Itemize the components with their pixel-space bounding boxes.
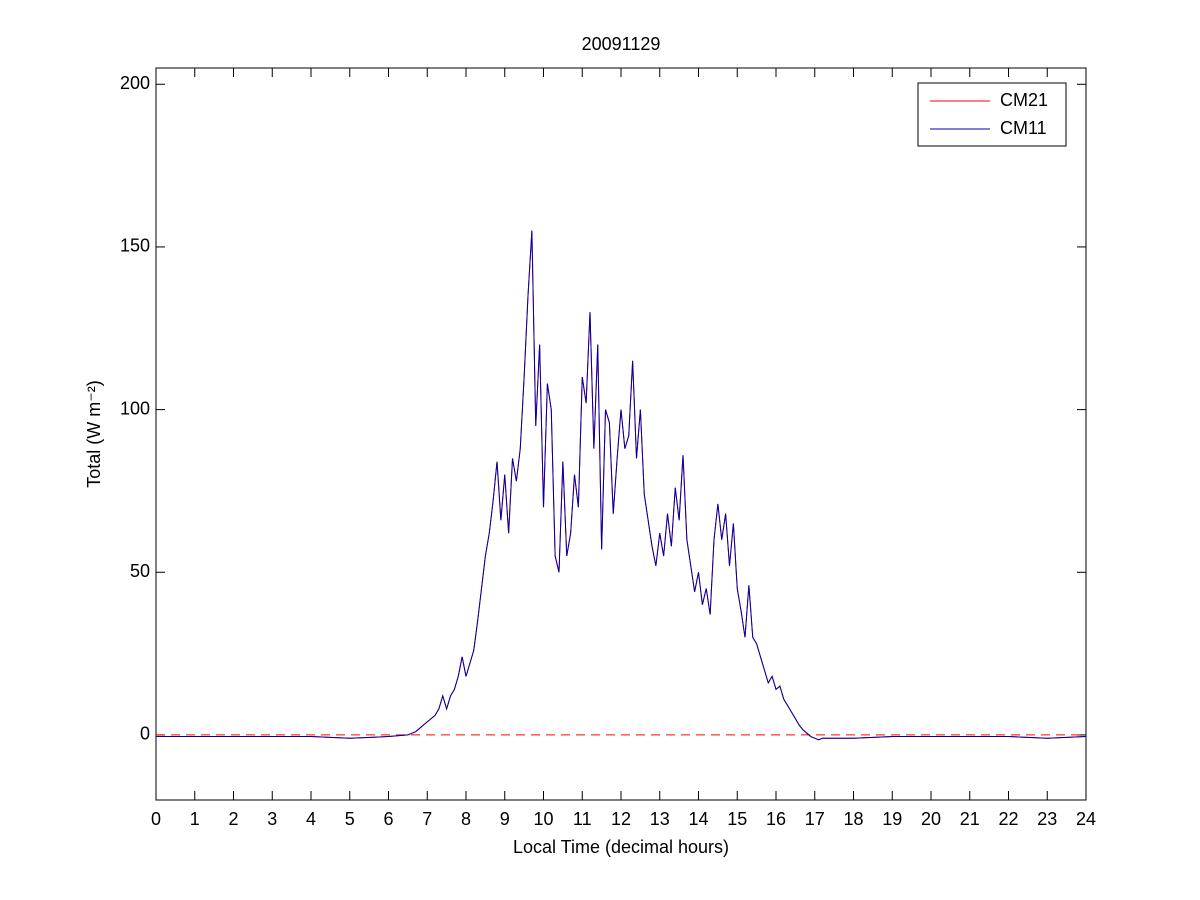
x-tick-label: 12 [611, 809, 631, 829]
y-tick-label: 200 [120, 73, 150, 93]
chart-title: 20091129 [582, 34, 661, 54]
y-axis-label: Total (W m⁻²) [84, 380, 104, 488]
legend-label: CM21 [1000, 90, 1048, 110]
x-axis-label: Local Time (decimal hours) [513, 837, 729, 857]
x-tick-label: 22 [998, 809, 1018, 829]
x-tick-label: 17 [805, 809, 825, 829]
x-tick-label: 3 [267, 809, 277, 829]
x-tick-label: 2 [228, 809, 238, 829]
y-tick-label: 0 [140, 724, 150, 744]
x-tick-label: 0 [151, 809, 161, 829]
x-tick-label: 10 [533, 809, 553, 829]
legend [917, 82, 1067, 147]
plot-area [155, 67, 1087, 801]
x-tick-label: 18 [843, 809, 863, 829]
x-tick-label: 15 [727, 809, 747, 829]
legend-label: CM11 [1000, 118, 1047, 138]
series-line [156, 230, 1087, 741]
x-tick-label: 6 [383, 809, 393, 829]
x-tick-label: 1 [190, 809, 200, 829]
x-tick-label: 5 [345, 809, 355, 829]
x-tick-label: 23 [1037, 809, 1057, 829]
x-tick-label: 14 [688, 809, 708, 829]
y-tick-label: 100 [120, 398, 150, 418]
x-tick-label: 20 [921, 809, 941, 829]
x-tick-label: 13 [650, 809, 670, 829]
x-tick-label: 8 [461, 809, 471, 829]
x-tick-label: 9 [500, 809, 510, 829]
x-tick-label: 11 [573, 809, 592, 829]
y-tick-label: 50 [130, 561, 150, 581]
x-tick-label: 24 [1076, 809, 1096, 829]
x-tick-label: 16 [766, 809, 786, 829]
x-tick-label: 19 [882, 809, 902, 829]
x-tick-label: 4 [306, 809, 316, 829]
y-tick-label: 150 [120, 236, 150, 256]
x-tick-label: 21 [960, 809, 980, 829]
x-tick-label: 7 [422, 809, 432, 829]
